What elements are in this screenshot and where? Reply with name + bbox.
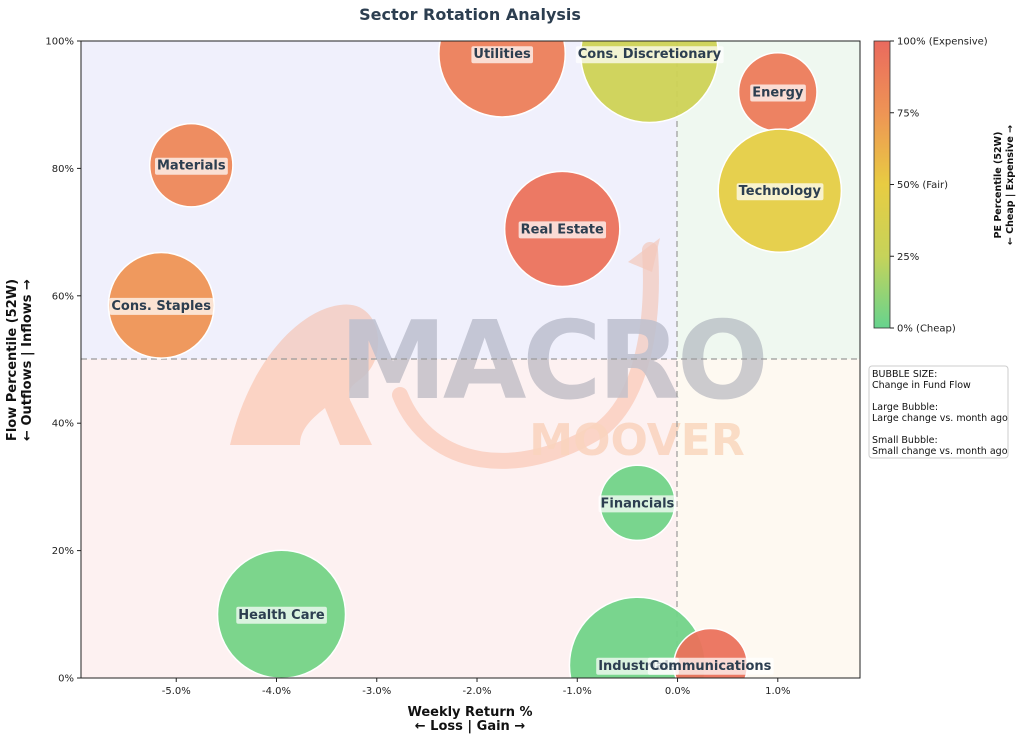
note-line: Small Bubble: xyxy=(872,435,938,446)
bubble-label-group-cons-discretionary: Cons. Discretionary xyxy=(575,46,724,64)
bubble-label-health-care: Health Care xyxy=(238,608,325,623)
bubble-label-financials: Financials xyxy=(601,496,675,511)
bubble-label-background xyxy=(750,84,806,102)
bubble-label-group-technology: Technology xyxy=(736,183,824,201)
y-tick-label: 20% xyxy=(52,546,74,557)
y-tick-label: 80% xyxy=(52,164,74,175)
y-axis-subtitle: ← Outflows | Inflows → xyxy=(20,279,35,441)
note-lines: BUBBLE SIZE:Change in Fund Flow Large Bub… xyxy=(872,369,1008,457)
bubble-label-group-financials: Financials xyxy=(598,495,677,513)
x-tick-label: -5.0% xyxy=(162,686,191,697)
y-tick-label: 60% xyxy=(52,291,74,302)
bubble-label-cons-discretionary: Cons. Discretionary xyxy=(578,47,722,62)
colorbar-tick-label: 100% (Expensive) xyxy=(897,37,988,48)
x-tick-label: -2.0% xyxy=(463,686,492,697)
colorbar-ticks: 100% (Expensive) 75% 50% (Fair) 25% 0% (Chea… xyxy=(890,37,988,335)
bubble-label-background xyxy=(154,157,228,175)
plot-frame xyxy=(80,40,861,679)
y-axis-title: Flow Percentile (52W) xyxy=(5,279,20,441)
colorbar-tick-label: 0% (Cheap) xyxy=(897,324,956,335)
svg-text:MOOVER: MOOVER xyxy=(529,415,744,466)
x-tick-label: -1.0% xyxy=(563,686,592,697)
x-tick-label: 1.0% xyxy=(765,686,790,697)
colorbar-gradient xyxy=(873,40,891,329)
quadrant-bottom-right xyxy=(677,359,860,678)
bubble-labels-layer: Utilities Cons. Discretionary Energy Techno… xyxy=(109,46,824,675)
bubble-label-communications: Communications xyxy=(650,659,772,674)
colorbar-tick-label: 50% (Fair) xyxy=(897,180,948,191)
colorbar: 100% (Expensive) 75% 50% (Fair) 25% 0% (Chea… xyxy=(873,37,1016,335)
colorbar-subtitle: ← Cheap | Expensive → xyxy=(1005,125,1016,245)
x-tick-label: 0.0% xyxy=(665,686,690,697)
bubble-label-technology: Technology xyxy=(739,184,822,199)
y-tick-label: 0% xyxy=(58,674,74,685)
y-axis-ticks: 0% 20% 40% 60% 80% 100% xyxy=(45,37,81,685)
note-box xyxy=(868,365,1009,459)
chart-title: Sector Rotation Analysis xyxy=(359,5,581,24)
macro-moover-watermark-logo: MACRO MOOVER xyxy=(230,238,769,469)
note-line: Small change vs. month ago xyxy=(872,446,1008,457)
bubble-label-cons-staples: Cons. Staples xyxy=(111,299,211,314)
x-axis-subtitle: ← Loss | Gain → xyxy=(415,719,526,734)
bubble-utilities xyxy=(438,41,567,118)
bubble-size-note: BUBBLE SIZE:Change in Fund Flow Large Bub… xyxy=(868,365,1009,459)
bubble-label-group-real-estate: Real Estate xyxy=(518,221,607,239)
bubble-label-utilities: Utilities xyxy=(473,47,531,62)
bubble-label-background xyxy=(575,46,724,64)
bubble-label-group-cons-staples: Cons. Staples xyxy=(109,297,214,315)
x-tick-label: -3.0% xyxy=(362,686,391,697)
bubble-label-group-communications: Communications xyxy=(647,657,774,675)
bubble-label-background xyxy=(109,297,214,315)
bubble-label-materials: Materials xyxy=(157,159,226,174)
bubble-label-background xyxy=(471,46,534,64)
note-line: BUBBLE SIZE: xyxy=(872,369,937,380)
bubble-label-group-materials: Materials xyxy=(154,157,228,175)
colorbar-tick-label: 25% xyxy=(897,252,919,263)
note-line: Change in Fund Flow xyxy=(872,380,971,391)
note-line: Large Bubble: xyxy=(872,402,938,413)
bubble-label-real-estate: Real Estate xyxy=(521,222,604,237)
bubble-label-background xyxy=(236,606,327,624)
colorbar-title: PE Percentile (52W) xyxy=(993,132,1004,239)
bubble-label-group-energy: Energy xyxy=(750,84,806,102)
bubble-label-group-health-care: Health Care xyxy=(236,606,327,624)
x-tick-label: -4.0% xyxy=(262,686,291,697)
svg-text:MACRO: MACRO xyxy=(339,299,764,424)
bubble-label-background xyxy=(647,657,774,675)
colorbar-tick-label: 75% xyxy=(897,108,919,119)
bubble-label-background xyxy=(598,495,677,513)
quadrant-bottom-left xyxy=(81,359,677,678)
bubble-label-background xyxy=(736,183,824,201)
bubble-label-energy: Energy xyxy=(752,85,804,100)
x-axis-title: Weekly Return % xyxy=(407,705,532,720)
bubble-label-group-utilities: Utilities xyxy=(471,46,534,64)
x-axis-ticks: -5.0% -4.0% -3.0% -2.0% -1.0% 0.0% 1.0% xyxy=(162,678,790,697)
note-line: Large change vs. month ago xyxy=(872,413,1008,424)
bubble-label-background xyxy=(518,221,607,239)
y-tick-label: 100% xyxy=(45,37,74,48)
y-tick-label: 40% xyxy=(52,419,74,430)
